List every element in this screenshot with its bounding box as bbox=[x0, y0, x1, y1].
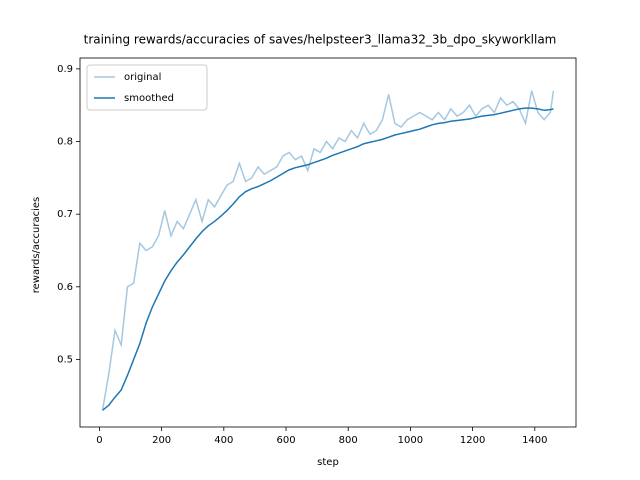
x-tick-label: 1000 bbox=[398, 435, 423, 446]
series-line bbox=[101, 90, 555, 411]
x-tick-label: 600 bbox=[276, 435, 295, 446]
series-line bbox=[102, 107, 554, 411]
y-tick-label: 0.6 bbox=[57, 282, 73, 293]
x-tick-label: 200 bbox=[152, 435, 171, 446]
x-tick-label: 1400 bbox=[522, 435, 547, 446]
legend-box bbox=[86, 64, 208, 111]
chart-title: training rewards/accuracies of saves/hel… bbox=[84, 33, 557, 47]
legend-label: smoothed bbox=[124, 93, 174, 104]
y-tick-label: 0.9 bbox=[57, 64, 73, 75]
x-tick-label: 0 bbox=[96, 435, 102, 446]
y-tick-label: 0.5 bbox=[57, 354, 73, 365]
x-tick-label: 1200 bbox=[460, 435, 485, 446]
x-tick-label: 800 bbox=[339, 435, 358, 446]
y-tick-label: 0.7 bbox=[57, 209, 73, 220]
legend-label: original bbox=[124, 72, 161, 83]
y-tick-label: 0.8 bbox=[57, 137, 73, 148]
x-axis-label: step bbox=[317, 457, 339, 468]
y-axis-label: rewards/accuracies bbox=[31, 197, 42, 294]
plot-frame bbox=[79, 57, 577, 428]
x-tick-label: 400 bbox=[214, 435, 233, 446]
